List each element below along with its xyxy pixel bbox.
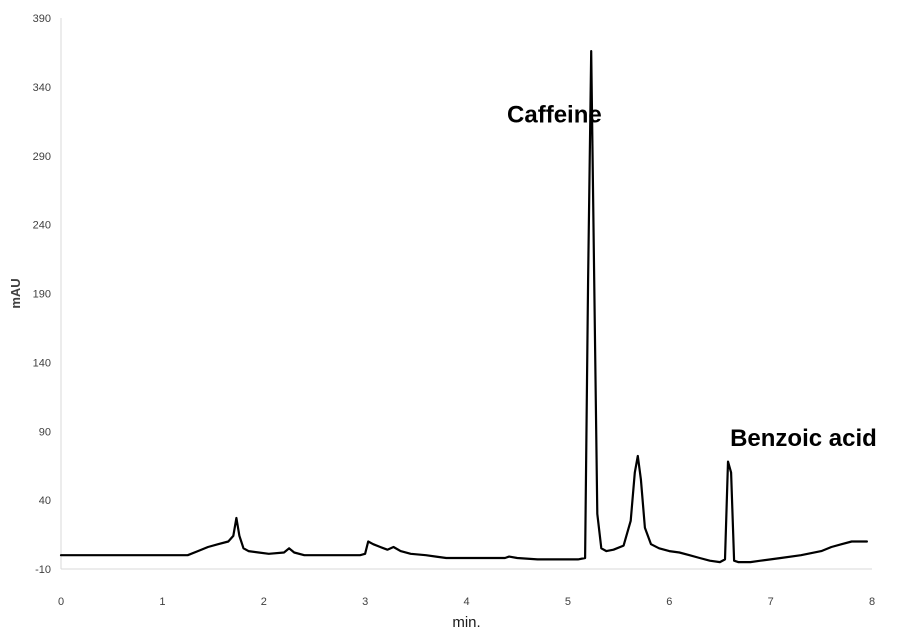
peak-annotations: Caffeine Benzoic acid [507,101,877,452]
x-tick-label: 8 [869,596,875,608]
x-tick-label: 6 [666,596,672,608]
y-tick-label: 190 [33,289,51,301]
y-tick-label: 40 [39,495,51,507]
y-tick-label: 140 [33,357,51,369]
x-tick-label: 0 [58,596,64,608]
y-axis-title: mAU [8,278,23,308]
x-tick-label: 5 [565,596,571,608]
series-line [59,50,868,564]
y-tick-label: 340 [33,82,51,94]
y-tick-label: -10 [35,564,51,576]
x-tick-label: 1 [159,596,165,608]
peak-label: Caffeine [507,101,602,128]
peak-label: Benzoic acid [730,425,877,452]
y-tick-label: 390 [33,13,51,25]
x-axis-title: min. [452,614,480,631]
y-tick-label: 290 [33,151,51,163]
y-tick-label: 240 [33,220,51,232]
x-tick-label: 3 [362,596,368,608]
y-tick-labels: -10 40 90 140 190 240 290 340 390 [33,13,51,576]
y-tick-label: 90 [39,426,51,438]
series-layer [59,50,868,564]
x-tick-label: 2 [261,596,267,608]
x-tick-labels: 0 1 2 3 4 5 6 7 8 [58,596,875,608]
x-tick-label: 7 [768,596,774,608]
x-tick-label: 4 [463,596,469,608]
